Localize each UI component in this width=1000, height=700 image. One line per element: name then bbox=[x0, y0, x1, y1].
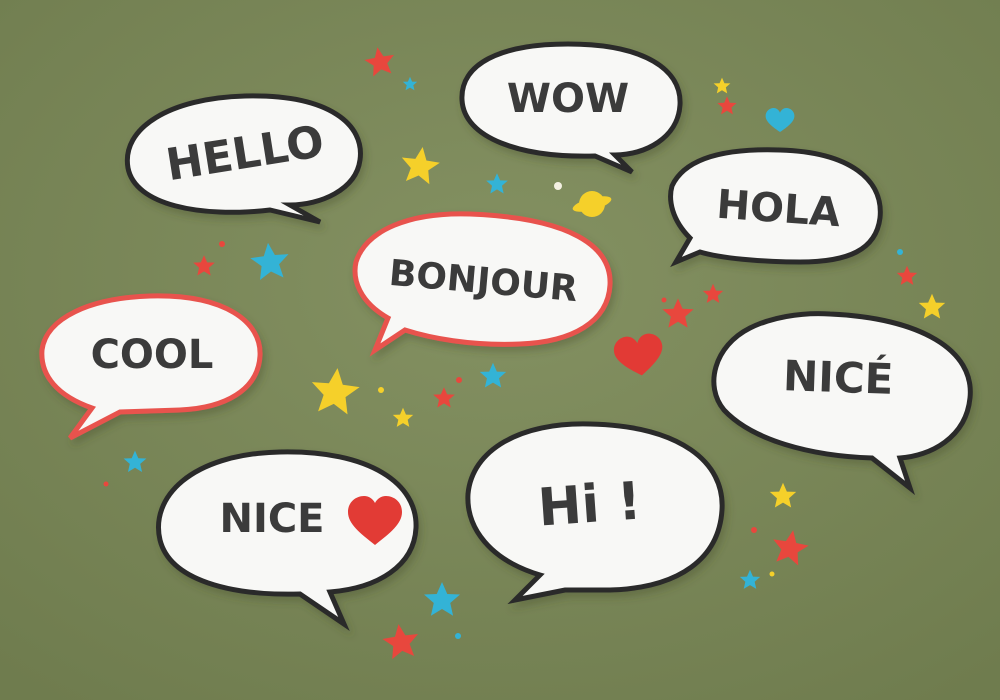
star-icon bbox=[401, 146, 440, 185]
bubble-hello-shape bbox=[124, 93, 363, 225]
dot bbox=[456, 377, 462, 383]
bubble-cool-shape bbox=[39, 293, 263, 441]
star-icon bbox=[392, 407, 414, 427]
bubble-hola: HOLA bbox=[668, 147, 883, 268]
decorations bbox=[103, 47, 946, 660]
bubble-nice-heart-text: NICE bbox=[219, 496, 324, 542]
planet-icon bbox=[554, 182, 612, 217]
bubble-hi: Hi ! bbox=[465, 421, 725, 605]
star-icon bbox=[193, 255, 215, 276]
bubble-hola-text: HOLA bbox=[715, 182, 842, 237]
star-icon bbox=[739, 569, 761, 589]
bubble-hola-shape bbox=[668, 147, 883, 268]
bubble-wow-text: WOW bbox=[507, 76, 629, 122]
heart-icon bbox=[348, 496, 402, 545]
bubble-bonjour-shape bbox=[352, 211, 613, 357]
bubble-nice-heart: NICE bbox=[156, 449, 419, 631]
dot bbox=[455, 633, 461, 639]
star-icon bbox=[702, 283, 724, 303]
star-icon bbox=[433, 387, 455, 408]
star-icon bbox=[918, 293, 946, 319]
star-icon bbox=[662, 298, 694, 328]
bubble-hi-text: Hi ! bbox=[536, 471, 643, 538]
bubble-hello: HELLO bbox=[124, 93, 363, 225]
dot bbox=[897, 249, 903, 255]
star-icon bbox=[479, 362, 507, 388]
bubble-wow: WOW bbox=[459, 41, 683, 175]
bubble-bonjour: BONJOUR bbox=[352, 211, 613, 357]
bubble-cool: COOL bbox=[39, 293, 263, 441]
star-icon bbox=[717, 96, 737, 115]
star-icon bbox=[123, 450, 147, 472]
star-icon bbox=[364, 47, 394, 77]
star-icon bbox=[311, 368, 360, 415]
star-icon bbox=[382, 624, 419, 660]
bubble-cool-text: COOL bbox=[91, 332, 214, 378]
star-icon bbox=[486, 173, 508, 194]
star-icon bbox=[250, 242, 289, 280]
bubble-hi-shape bbox=[465, 421, 725, 605]
dot bbox=[103, 481, 109, 487]
star-icon bbox=[769, 482, 797, 508]
heart-icon bbox=[613, 333, 663, 376]
star-icon bbox=[424, 582, 460, 616]
heart-icon bbox=[765, 108, 795, 132]
star-icon bbox=[896, 265, 918, 285]
star-icon bbox=[773, 530, 809, 566]
dot bbox=[219, 241, 225, 247]
bubble-wow-shape bbox=[459, 41, 683, 175]
dot bbox=[769, 571, 775, 577]
dot bbox=[751, 527, 757, 533]
star-icon bbox=[713, 77, 731, 94]
star-icon bbox=[402, 76, 418, 91]
bubble-nice-accent-shape bbox=[711, 311, 973, 496]
bubble-nice-heart-shape bbox=[156, 449, 419, 631]
dot bbox=[661, 297, 667, 303]
bubble-nice-accent-text: NICÉ bbox=[782, 350, 894, 404]
dot bbox=[378, 387, 384, 393]
bubble-nice-accent: NICÉ bbox=[711, 311, 973, 496]
